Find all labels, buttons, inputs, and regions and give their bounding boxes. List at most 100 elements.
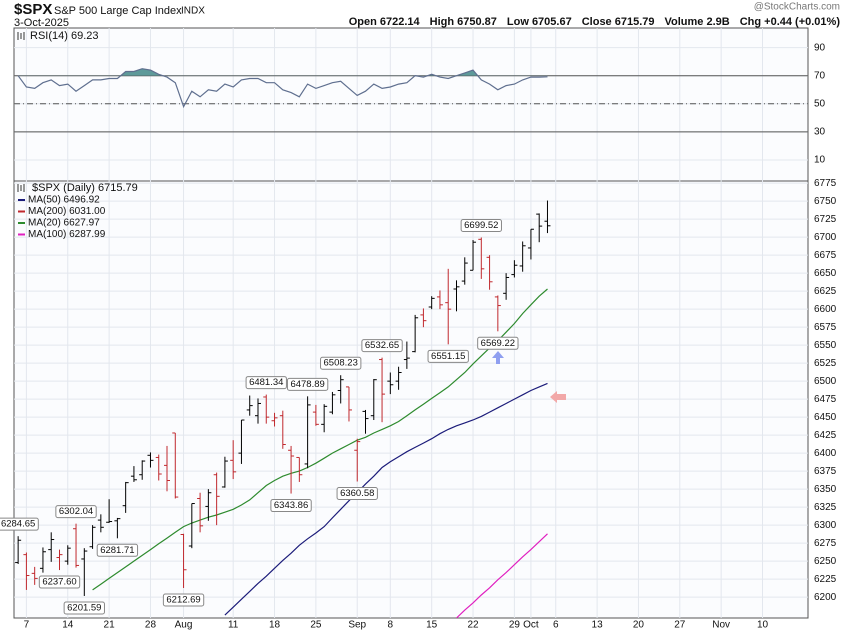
annotation-label: 6281.71 xyxy=(100,545,134,556)
y-tick-label: 6325 xyxy=(814,502,837,513)
y-tick-label: 6450 xyxy=(814,412,837,423)
y-tick-label: 6425 xyxy=(814,430,837,441)
symbol: $SPX xyxy=(14,1,52,18)
y-tick-label: 6375 xyxy=(814,466,837,477)
legend-entry: MA(200) 6031.00 xyxy=(28,206,106,217)
price-annotation: 6699.52 xyxy=(460,219,502,233)
annotation-label: 6360.58 xyxy=(340,488,374,499)
price-annotation: 6302.04 xyxy=(55,505,97,519)
moving-average xyxy=(92,288,548,591)
plot-area xyxy=(15,200,551,618)
annotation-label: 6343.86 xyxy=(274,500,308,511)
annotation-label: 6481.34 xyxy=(249,377,283,388)
moving-average xyxy=(224,382,548,616)
price-annotation: 6508.23 xyxy=(320,356,362,370)
annotation-label: 6302.04 xyxy=(59,506,93,517)
x-tick-label: 14 xyxy=(62,620,74,631)
y-tick-label: 6300 xyxy=(814,520,837,531)
up-arrow xyxy=(492,351,504,364)
rsi-chart: RSI(14) 69.23 xyxy=(14,30,808,161)
annotation-box xyxy=(55,505,97,519)
price-icon xyxy=(17,184,25,192)
y-tick-label: 6600 xyxy=(814,304,837,315)
rsi-label: RSI(14) 69.23 xyxy=(30,30,98,42)
x-grid xyxy=(25,28,764,618)
x-tick-label: Sep xyxy=(348,620,366,631)
x-tick-label: Oct xyxy=(523,620,539,631)
price-annotation: 6237.60 xyxy=(38,575,81,589)
security-name: S&P 500 Large Cap Index xyxy=(54,5,182,17)
price-annotation: 6284.65 xyxy=(0,517,39,531)
quote-field: Open 6722.14 xyxy=(349,16,421,28)
y-tick-label: 6775 xyxy=(814,178,837,189)
y-tick-label: 6575 xyxy=(814,322,837,333)
y-tick-label: 6200 xyxy=(814,592,837,603)
y-tick-label: 6225 xyxy=(814,574,837,585)
exchange: INDX xyxy=(181,6,205,17)
annotation-label: 6201.59 xyxy=(67,602,101,613)
annotation-box xyxy=(162,593,205,607)
quote-field: Low 6705.67 xyxy=(507,16,572,28)
annotation-label: 6699.52 xyxy=(464,220,498,231)
legend-entry: MA(50) 6496.92 xyxy=(28,195,100,206)
x-tick-label: 21 xyxy=(104,620,116,631)
price-label: $SPX (Daily) 6715.79 xyxy=(32,182,138,194)
annotation-label: 6212.69 xyxy=(166,595,200,606)
legend-entry: MA(100) 6287.99 xyxy=(28,229,106,240)
y-tick-label: 6700 xyxy=(814,232,837,243)
y-tick-label: 6275 xyxy=(814,538,837,549)
annotation-box xyxy=(96,543,139,557)
annotation-label: 6551.15 xyxy=(431,351,465,362)
price-annotation: 6569.22 xyxy=(477,336,519,350)
y-tick-label: 6500 xyxy=(814,376,837,387)
y-tick-label: 6475 xyxy=(814,394,837,405)
annotation-label: 6478.89 xyxy=(290,379,324,390)
x-tick-label: 29 xyxy=(509,620,521,631)
x-tick-label: 27 xyxy=(674,620,686,631)
quote-field: Volume 2.9B xyxy=(665,16,730,28)
annotation-label: 6284.65 xyxy=(1,519,35,530)
x-tick-label: 20 xyxy=(633,620,645,631)
x-tick-label: 25 xyxy=(310,620,322,631)
annotation-label: 6508.23 xyxy=(324,358,358,369)
annotation-box xyxy=(270,499,312,513)
x-tick-label: 13 xyxy=(592,620,604,631)
y-tick-label: 6675 xyxy=(814,250,837,261)
price-annotation: 6532.65 xyxy=(361,339,403,353)
annotation-box xyxy=(320,356,362,370)
x-tick-label: 6 xyxy=(553,620,559,631)
x-tick-label: Nov xyxy=(712,620,730,631)
rsi-panel xyxy=(13,27,809,182)
y-tick-label: 6625 xyxy=(814,286,837,297)
quote: Chg +0.44 (+0.01%) Volume 2.9B Close 6715.… xyxy=(349,16,841,28)
y-tick-label: 50 xyxy=(814,98,826,109)
y-tick-label: 70 xyxy=(814,70,826,81)
y-tick-label: 6525 xyxy=(814,358,837,369)
y-tick-label: 6350 xyxy=(814,484,837,495)
annotation-box xyxy=(460,219,502,233)
price-annotation: 6212.69 xyxy=(162,593,205,607)
annotation-box xyxy=(286,377,329,391)
annotation-box xyxy=(38,575,81,589)
rsi-icon xyxy=(17,32,25,40)
left-arrow xyxy=(550,391,566,403)
quote-field: Close 6715.79 xyxy=(582,16,655,28)
legend-entry: MA(20) 6627.97 xyxy=(28,218,100,229)
y-tick-label: 6250 xyxy=(814,556,837,567)
x-tick-label: 22 xyxy=(467,620,479,631)
price-annotation: 6481.34 xyxy=(245,376,287,390)
y-tick-label: 90 xyxy=(814,42,826,53)
y-tick-label: 6550 xyxy=(814,340,837,351)
x-tick-label: 11 xyxy=(228,620,239,631)
price-chart: 6284.65 6302.04 6237.60 6201.59 6281.71 6212.… xyxy=(0,182,808,618)
watermark: @StockCharts.com xyxy=(754,2,840,13)
price-annotation: 6281.71 xyxy=(96,543,139,557)
y-tick-label: 6725 xyxy=(814,214,837,225)
moving-average xyxy=(456,533,548,618)
annotation-box xyxy=(427,349,469,363)
annotation-label: 6532.65 xyxy=(365,340,399,351)
x-tick-label: 10 xyxy=(757,620,769,631)
annotation-label: 6569.22 xyxy=(481,338,515,349)
y-tick-label: 30 xyxy=(814,127,826,138)
